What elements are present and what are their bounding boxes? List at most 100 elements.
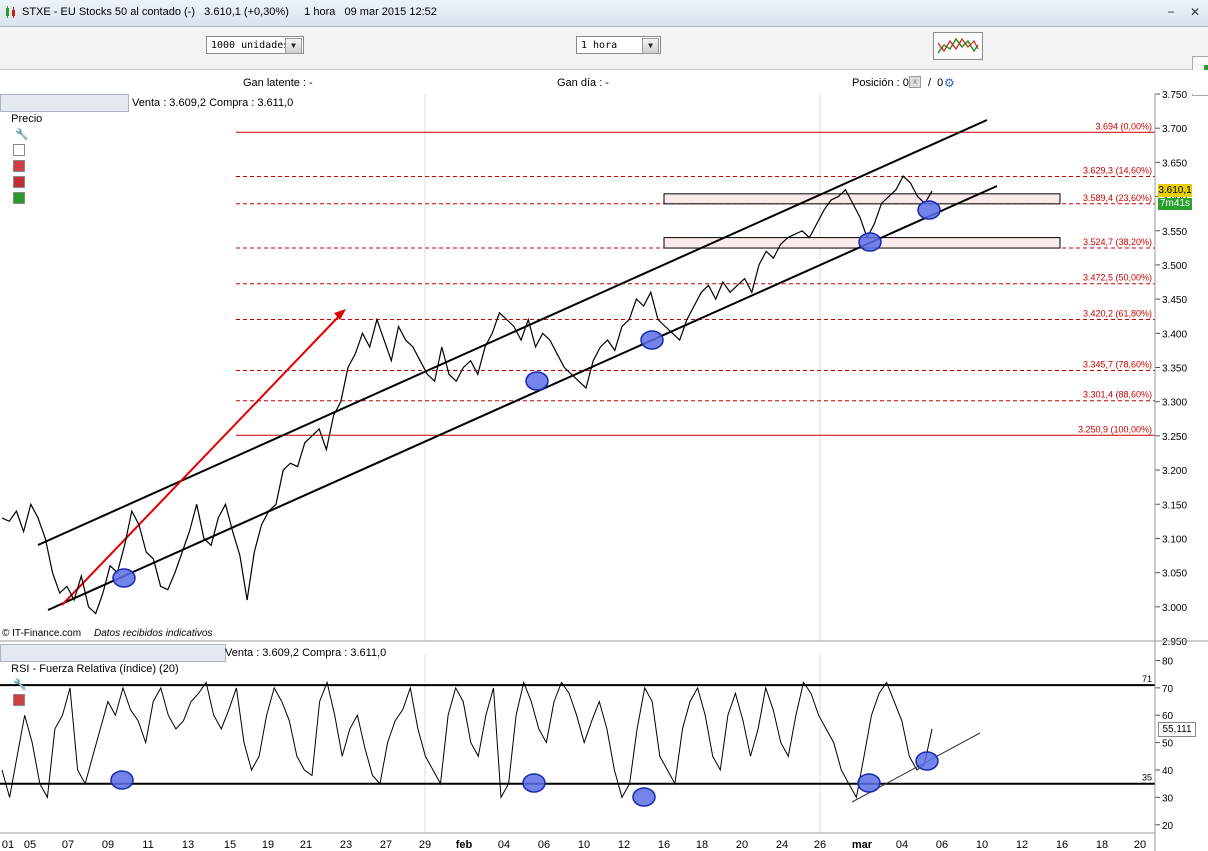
x-tick-label: 10 (976, 839, 988, 851)
y-tick-label: 3.300 (1162, 398, 1187, 409)
rsi-level-label: 71 (1142, 674, 1152, 684)
arrow-up-icon[interactable] (13, 192, 26, 204)
candlestick-app-icon (6, 6, 15, 18)
timeframe-select-value: 1 hora (581, 40, 618, 51)
x-tick-label: 16 (658, 839, 670, 851)
chevron-down-icon[interactable]: ▼ (642, 38, 659, 54)
support-zone-box (663, 193, 1061, 205)
x-tick-label: 15 (224, 839, 236, 851)
chart-type-icon (937, 37, 979, 54)
highlight-circle (522, 773, 546, 793)
x-tick-label: 01 (2, 839, 14, 851)
position-text: Posición : 0 (852, 77, 909, 89)
chevron-down-icon[interactable]: ▼ (285, 38, 302, 54)
x-tick-label: 24 (776, 839, 788, 851)
x-tick-label: 12 (1016, 839, 1028, 851)
x-tick-label: 05 (24, 839, 36, 851)
countdown-tag: 7m41s (1158, 198, 1192, 210)
y-tick-label: 2.950 (1162, 637, 1187, 648)
close-button[interactable]: ✕ (1189, 5, 1201, 19)
fib-level-label: 3.589,4 (23,60%) (1083, 193, 1152, 203)
highlight-circle (640, 330, 664, 350)
x-tick-label: 29 (419, 839, 431, 851)
x-tick-label: 07 (62, 839, 74, 851)
x-tick-label: feb (456, 839, 473, 851)
price-panel-title: Precio (11, 113, 43, 125)
y-tick-label: 3.050 (1162, 569, 1187, 580)
chart-type-button[interactable] (933, 32, 983, 60)
rsi-trend-line (851, 732, 981, 803)
channel-upper-line (37, 119, 988, 546)
remove-icon[interactable] (13, 160, 26, 172)
y-tick-label: 3.450 (1162, 295, 1187, 306)
remove-icon[interactable] (13, 694, 26, 706)
x-tick-label: mar (852, 839, 873, 851)
timeframe-select[interactable]: 1 hora ▼ (576, 36, 661, 54)
fib-level-label: 3.472,5 (50,00%) (1083, 273, 1152, 283)
x-tick-label: 04 (896, 839, 908, 851)
highlight-circle (915, 751, 939, 771)
y-tick-label: 3.700 (1162, 124, 1187, 135)
highlight-circle (857, 773, 881, 793)
price-plot: 3.7503.7003.6503.6003.5503.5003.4503.400… (1, 90, 1187, 648)
units-select[interactable]: 1000 unidades ▼ (206, 36, 304, 54)
price-venta-compra: Venta : 3.609,2 Compra : 3.611,0 (132, 97, 294, 109)
rsi-y-tick-label: 40 (1162, 766, 1174, 777)
y-tick-label: 3.550 (1162, 227, 1187, 238)
y-tick-label: 3.150 (1162, 500, 1187, 511)
rsi-last-value-tag: 55,111 (1158, 722, 1196, 737)
wrench-icon[interactable]: 🔧 (15, 129, 29, 141)
highlight-circle (917, 200, 941, 220)
x-tick-label: 09 (102, 839, 114, 851)
rsi-series-line (1, 680, 933, 800)
x-tick-label: 23 (340, 839, 352, 851)
fib-level-label: 3.301,4 (88,60%) (1083, 390, 1152, 400)
rsi-venta-compra: Venta : 3.609,2 Compra : 3.611,0 (225, 647, 387, 659)
rsi-y-tick-label: 30 (1162, 793, 1174, 804)
source-credit: © IT-Finance.com (2, 628, 82, 639)
window-title: STXE - EU Stocks 50 al contado (-) 3.610… (22, 6, 437, 18)
window-icon[interactable] (13, 144, 26, 156)
x-tick-label: 06 (936, 839, 948, 851)
y-tick-label: 3.650 (1162, 158, 1187, 169)
close-position-icon[interactable]: x (909, 76, 921, 88)
last-price-tag: 3.610,1 (1158, 184, 1192, 197)
y-tick-label: 3.400 (1162, 329, 1187, 340)
x-tick-label: 19 (262, 839, 274, 851)
rsi-y-tick-label: 20 (1162, 821, 1174, 832)
x-tick-label: 12 (618, 839, 630, 851)
highlight-circle (525, 371, 549, 391)
trend-arrow-line (61, 312, 343, 606)
highlight-circle (110, 770, 134, 790)
x-tick-label: 13 (182, 839, 194, 851)
settings-gear-icon[interactable]: ⚙ (944, 76, 955, 90)
x-tick-label: 10 (578, 839, 590, 851)
fib-level-label: 3.524,7 (38,20%) (1083, 237, 1152, 247)
y-tick-label: 3.500 (1162, 261, 1187, 272)
x-tick-label: 26 (814, 839, 826, 851)
fib-level-label: 3.629,3 (14,60%) (1083, 166, 1152, 176)
latent-gain-text: Gan latente : - (243, 77, 313, 89)
x-tick-label: 20 (1134, 839, 1146, 851)
rsi-y-tick-label: 60 (1162, 711, 1174, 722)
y-tick-label: 3.250 (1162, 432, 1187, 443)
window-titlebar: STXE - EU Stocks 50 al contado (-) 3.610… (0, 0, 1208, 27)
rsi-y-tick-label: 80 (1162, 656, 1174, 667)
x-tick-label: 27 (380, 839, 392, 851)
rsi-level-label: 35 (1142, 773, 1152, 783)
account-infobar: Gan latente : - Gan día : - Posición : 0… (0, 70, 1208, 94)
arrow-down-icon[interactable] (13, 176, 26, 188)
rsi-plot: 80 70 60 50 40 30 20 71 35 (0, 655, 1174, 833)
x-tick-label: 18 (1096, 839, 1108, 851)
x-tick-label: 16 (1056, 839, 1068, 851)
source-note: Datos recibidos indicativos (94, 628, 213, 639)
highlight-circle (112, 568, 136, 588)
minimize-button[interactable]: − (1167, 5, 1175, 19)
rsi-panel-label: RSI - Fuerza Relativa (índice) (20) 🔧 (0, 644, 226, 706)
wrench-icon[interactable]: 🔧 (13, 679, 27, 691)
x-tick-label: 11 (142, 839, 153, 851)
day-gain-text: Gan día : - (557, 77, 609, 89)
channel-lower-line (47, 185, 998, 611)
price-panel-label: Precio 🔧 (0, 94, 129, 204)
